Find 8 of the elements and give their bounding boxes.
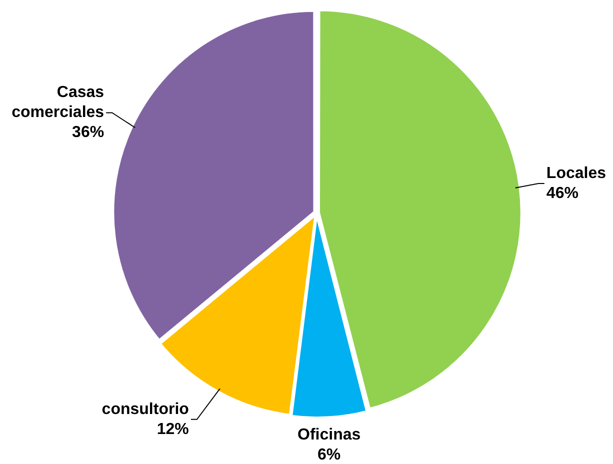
data-label: 36% — [72, 124, 104, 142]
slice-label: consultorio — [102, 400, 190, 418]
data-label: 6% — [318, 446, 341, 464]
slice-label: Casas comerciales — [12, 84, 104, 122]
data-label: 46% — [546, 184, 578, 202]
slice-label: Locales — [546, 164, 606, 182]
data-label: 12% — [156, 420, 189, 438]
slice-label: Oficinas — [298, 426, 361, 444]
